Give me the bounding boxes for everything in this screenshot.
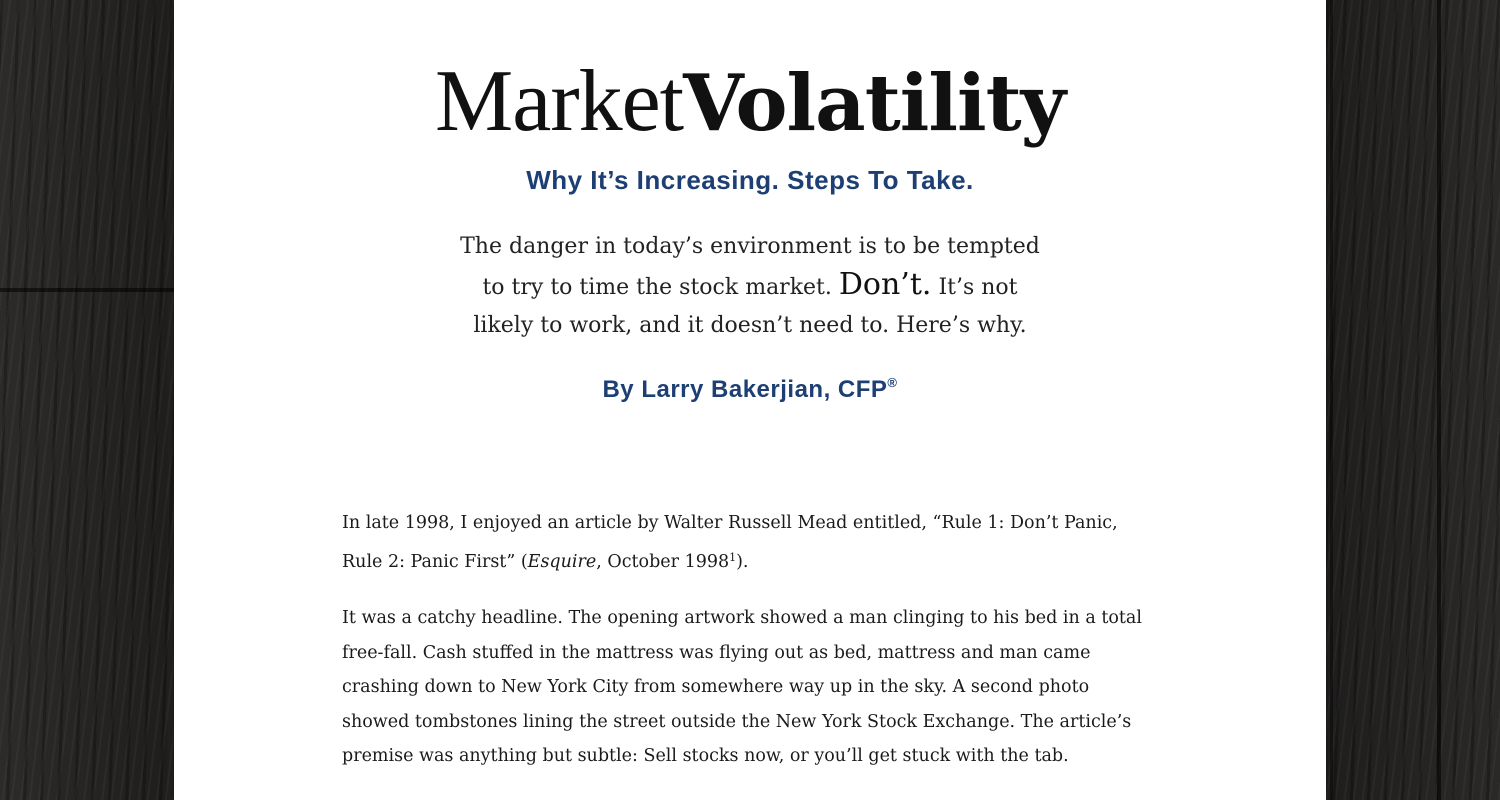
byline-text: By Larry Bakerjian, CFP	[602, 376, 888, 403]
paragraph-1-text-b: , October 1998	[596, 551, 730, 572]
article-page: MarketVolatility Why It’s Increasing. St…	[174, 0, 1326, 800]
article-title: MarketVolatility	[174, 52, 1326, 154]
paragraph-1: In late 1998, I enjoyed an article by Wa…	[342, 506, 1142, 579]
intro-emphasis: Don’t.	[838, 267, 932, 302]
article-byline: By Larry Bakerjian, CFP®	[174, 366, 1326, 407]
paragraph-2: It was a catchy headline. The opening ar…	[342, 608, 1142, 766]
title-volatility: Volatility	[683, 58, 1066, 149]
registered-mark: ®	[887, 375, 898, 390]
publication-name: Esquire	[527, 551, 597, 572]
footnote-ref: 1	[729, 550, 737, 564]
intro-text-start: The danger in today’s environment is to …	[460, 234, 1040, 300]
article-intro: The danger in today’s environment is to …	[450, 228, 1050, 345]
title-market: Market	[435, 53, 684, 150]
paragraph-1-text-a: In late 1998, I enjoyed an article by Wa…	[342, 513, 1118, 572]
wood-seam	[0, 288, 174, 292]
article-subtitle: Why It’s Increasing. Steps To Take.	[526, 165, 974, 195]
intro-text-end: It’s not likely to work, and it doesn’t …	[473, 275, 1027, 338]
wood-seam	[1437, 0, 1441, 800]
wood-seam	[1330, 0, 1333, 800]
article-body: In late 1998, I enjoyed an article by Wa…	[342, 506, 1142, 796]
paragraph-1-text-c: ).	[736, 551, 749, 572]
